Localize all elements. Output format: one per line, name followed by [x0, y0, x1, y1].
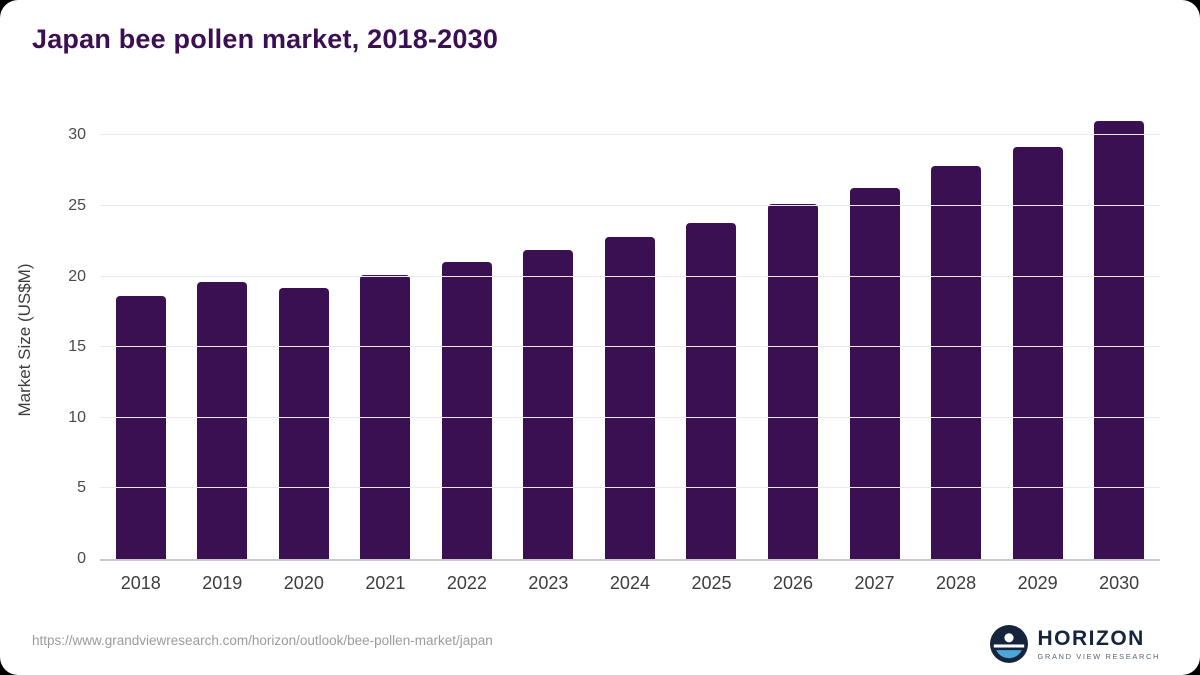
- bars-row: [100, 107, 1160, 559]
- bar-slot: [182, 107, 264, 559]
- x-tick-label: 2024: [609, 573, 650, 593]
- x-tick-label: 2023: [528, 573, 569, 593]
- y-tick-label: 0: [77, 550, 86, 567]
- bar-slot: [915, 107, 997, 559]
- bar-2025: [686, 222, 737, 559]
- gridline: [100, 416, 1160, 418]
- bar-slot: [1078, 107, 1160, 559]
- y-tick-label: 5: [77, 479, 86, 497]
- bar-slot: [100, 107, 182, 559]
- bar-slot: [834, 107, 916, 559]
- y-tick-label: 30: [68, 126, 86, 144]
- bar-2020: [278, 287, 329, 559]
- x-tick-label: 2029: [1017, 573, 1058, 593]
- bar-slot: [671, 107, 753, 559]
- bar-2018: [115, 296, 166, 559]
- bar-2022: [441, 262, 492, 559]
- horizon-logo-icon: [989, 625, 1028, 663]
- bar-2019: [197, 282, 248, 559]
- logo-text-block: HORIZON GRAND VIEW RESEARCH: [1038, 628, 1161, 661]
- x-tick-label: 2030: [1099, 573, 1140, 593]
- x-tick-label: 2021: [365, 573, 406, 593]
- x-tick-label: 2019: [202, 573, 243, 593]
- y-tick-label: 15: [68, 338, 86, 356]
- bar-2024: [604, 236, 655, 559]
- x-tick-label: 2018: [120, 573, 161, 593]
- source-url: https://www.grandviewresearch.com/horizo…: [32, 633, 493, 648]
- bar-slot: [345, 107, 427, 559]
- y-axis-label: Market Size (US$M): [15, 263, 34, 417]
- x-tick-label: 2028: [936, 573, 977, 593]
- bar-2030: [1094, 121, 1145, 559]
- bar-slot: [997, 107, 1079, 559]
- gridline: [100, 487, 1160, 489]
- x-tick-label: 2022: [446, 573, 487, 593]
- y-tick-label: 25: [68, 196, 86, 214]
- plot-area: 0 5 10 15 20 25 30: [68, 107, 1160, 567]
- bar-slot: [426, 107, 508, 559]
- bar-slot: [752, 107, 834, 559]
- y-tick-label: 10: [68, 408, 86, 426]
- bar-slot: [263, 107, 345, 559]
- bar-2027: [849, 187, 900, 559]
- x-tick-label: 2025: [691, 573, 732, 593]
- logo-name: HORIZON: [1037, 626, 1145, 650]
- bar-2028: [931, 166, 982, 559]
- gridline: [100, 346, 1160, 348]
- y-tick-label: 20: [68, 267, 86, 285]
- bar-2023: [523, 249, 574, 559]
- gridline: [100, 134, 1160, 136]
- footer: https://www.grandviewresearch.com/horizo…: [0, 613, 1200, 675]
- gridline: [100, 275, 1160, 277]
- bar-slot: [589, 107, 671, 559]
- x-axis-labels: 2018 2019 2020 2021 2022 2023 2024 2025 2026 2027…: [100, 573, 1160, 594]
- x-tick-label: 2026: [772, 573, 814, 593]
- bar-2026: [768, 204, 819, 559]
- x-tick-label: 2027: [854, 573, 895, 593]
- logo-subtitle: GRAND VIEW RESEARCH: [1037, 651, 1160, 661]
- gridline: [100, 204, 1160, 206]
- bar-2029: [1012, 146, 1063, 559]
- horizon-logo: HORIZON GRAND VIEW RESEARCH: [989, 625, 1161, 663]
- page-title: Japan bee pollen market, 2018-2030: [32, 24, 499, 54]
- x-tick-label: 2020: [283, 573, 324, 593]
- bar-chart: Market Size (US$M) 0 5 10 15 20 25 30 2018 2019…: [0, 95, 1200, 595]
- bar-slot: [508, 107, 590, 559]
